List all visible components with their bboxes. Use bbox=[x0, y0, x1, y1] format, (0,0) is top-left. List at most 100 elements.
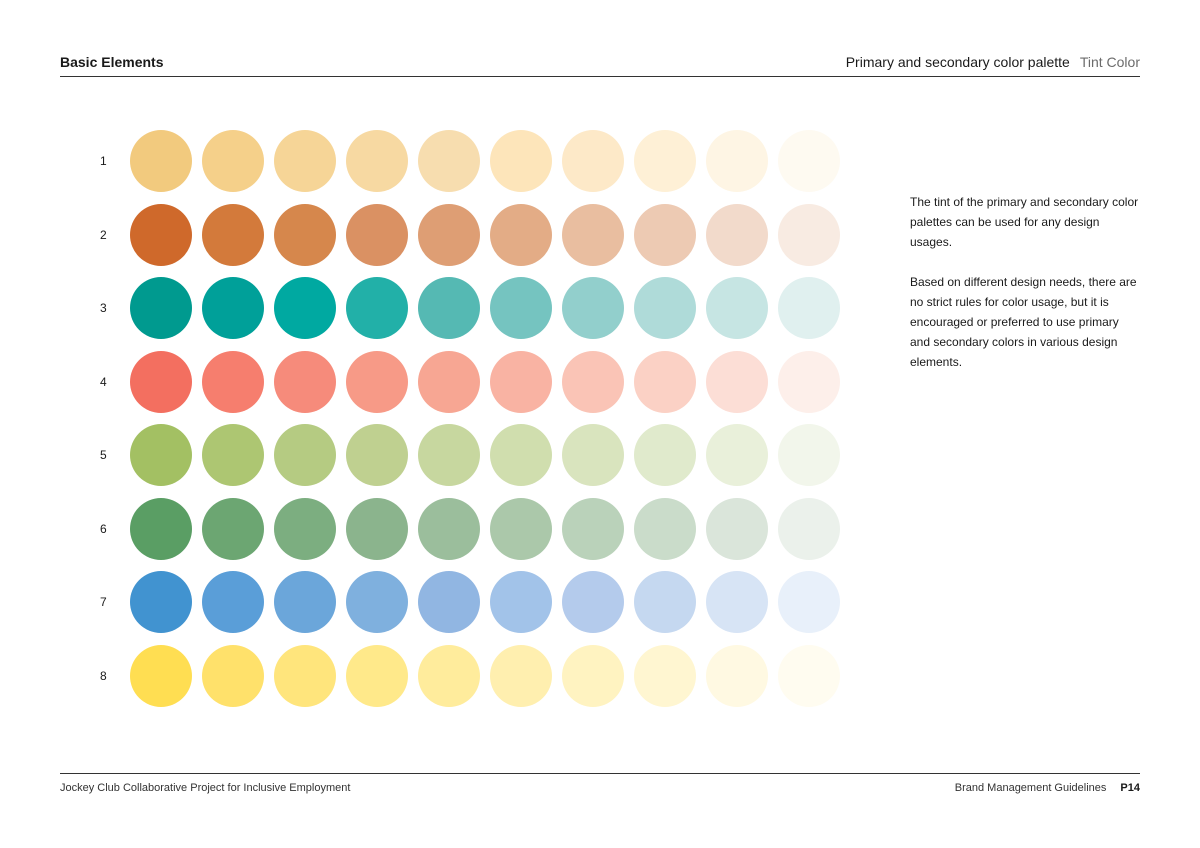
color-swatch bbox=[202, 424, 264, 486]
color-swatch bbox=[202, 571, 264, 633]
color-swatch bbox=[562, 424, 624, 486]
row-label: 6 bbox=[100, 521, 107, 536]
color-swatch bbox=[202, 644, 264, 707]
color-swatch bbox=[706, 350, 768, 413]
color-swatch bbox=[634, 424, 696, 486]
page-footer: Jockey Club Collaborative Project for In… bbox=[60, 773, 1140, 804]
color-swatch bbox=[346, 203, 408, 266]
color-swatch bbox=[130, 424, 192, 486]
description-paragraph-1: The tint of the primary and secondary co… bbox=[910, 195, 1139, 249]
section-title: Basic Elements bbox=[60, 54, 164, 70]
color-swatch bbox=[274, 497, 336, 560]
row-label: 2 bbox=[100, 227, 107, 242]
color-swatch bbox=[346, 130, 408, 192]
color-swatch bbox=[562, 203, 624, 266]
color-swatch bbox=[490, 497, 552, 560]
color-swatch bbox=[778, 130, 840, 192]
page-title-sub: Tint Color bbox=[1079, 54, 1140, 70]
row-label: 3 bbox=[100, 301, 107, 315]
color-swatch bbox=[634, 497, 696, 560]
color-swatch bbox=[706, 424, 768, 486]
color-swatch bbox=[634, 644, 696, 707]
color-swatch bbox=[490, 130, 552, 192]
color-swatch bbox=[562, 497, 624, 560]
color-swatch bbox=[490, 277, 552, 339]
color-swatch bbox=[274, 277, 336, 339]
color-swatch bbox=[490, 350, 552, 413]
color-swatch bbox=[562, 277, 624, 339]
color-swatch bbox=[418, 277, 480, 339]
color-swatch bbox=[130, 203, 192, 266]
color-swatch bbox=[778, 571, 840, 633]
color-swatch bbox=[346, 571, 408, 633]
color-swatch bbox=[418, 424, 480, 486]
color-swatch bbox=[274, 130, 336, 192]
color-swatch bbox=[130, 350, 192, 413]
color-swatch bbox=[130, 130, 192, 192]
color-swatch bbox=[202, 130, 264, 192]
color-swatch bbox=[634, 130, 696, 192]
color-swatch bbox=[274, 203, 336, 266]
color-swatch bbox=[346, 424, 408, 486]
color-swatch bbox=[346, 644, 408, 707]
color-swatch bbox=[346, 497, 408, 560]
row-label: 7 bbox=[100, 595, 107, 609]
color-swatch bbox=[130, 571, 192, 633]
color-swatch bbox=[418, 350, 480, 413]
color-swatch bbox=[562, 350, 624, 413]
color-swatch bbox=[490, 203, 552, 266]
row-label: 5 bbox=[100, 448, 107, 462]
color-swatch bbox=[130, 497, 192, 560]
color-swatch bbox=[706, 130, 768, 192]
color-swatch bbox=[778, 424, 840, 486]
color-swatch bbox=[346, 277, 408, 339]
page-title: Primary and secondary color palette Tint … bbox=[846, 54, 1140, 70]
color-swatch bbox=[130, 277, 192, 339]
color-swatch bbox=[490, 571, 552, 633]
footer-project-name: Jockey Club Collaborative Project for In… bbox=[60, 782, 351, 794]
color-swatch bbox=[562, 130, 624, 192]
color-swatch bbox=[274, 424, 336, 486]
color-swatch bbox=[202, 277, 264, 339]
footer-right: Brand Management Guidelines P14 bbox=[955, 782, 1140, 794]
color-swatch bbox=[706, 644, 768, 707]
color-swatch bbox=[418, 644, 480, 707]
color-swatch bbox=[418, 203, 480, 266]
color-swatch bbox=[418, 130, 480, 192]
color-swatch bbox=[274, 350, 336, 413]
footer-guideline-title: Brand Management Guidelines bbox=[954, 782, 1107, 794]
color-swatch bbox=[562, 571, 624, 633]
color-swatch bbox=[778, 350, 840, 413]
color-swatch bbox=[346, 350, 408, 413]
page-header: Basic Elements Primary and secondary col… bbox=[60, 52, 1140, 77]
color-swatch bbox=[778, 203, 840, 266]
color-swatch bbox=[634, 571, 696, 633]
color-swatch bbox=[706, 203, 768, 266]
description-block: The tint of the primary and secondary co… bbox=[910, 192, 1140, 392]
row-label: 8 bbox=[100, 668, 107, 683]
row-label: 1 bbox=[100, 154, 107, 168]
color-swatch bbox=[490, 644, 552, 707]
color-swatch bbox=[202, 497, 264, 560]
color-swatch bbox=[706, 497, 768, 560]
color-swatch bbox=[202, 350, 264, 413]
color-swatch bbox=[202, 203, 264, 266]
page-title-main: Primary and secondary color palette bbox=[845, 54, 1070, 70]
color-swatch bbox=[490, 424, 552, 486]
color-swatch bbox=[778, 644, 840, 707]
color-swatch bbox=[634, 203, 696, 266]
color-swatch bbox=[706, 277, 768, 339]
color-swatch bbox=[562, 644, 624, 707]
page-number: P14 bbox=[1120, 782, 1140, 794]
color-swatch bbox=[418, 497, 480, 560]
description-paragraph-2: Based on different design needs, there a… bbox=[910, 275, 1137, 369]
color-swatch bbox=[706, 571, 768, 633]
color-swatch bbox=[274, 571, 336, 633]
color-swatch bbox=[634, 350, 696, 413]
color-swatch bbox=[274, 644, 336, 707]
row-label: 4 bbox=[100, 374, 107, 389]
color-swatch bbox=[634, 277, 696, 339]
color-swatch bbox=[130, 644, 192, 707]
color-swatch bbox=[778, 497, 840, 560]
color-swatch bbox=[778, 277, 840, 339]
